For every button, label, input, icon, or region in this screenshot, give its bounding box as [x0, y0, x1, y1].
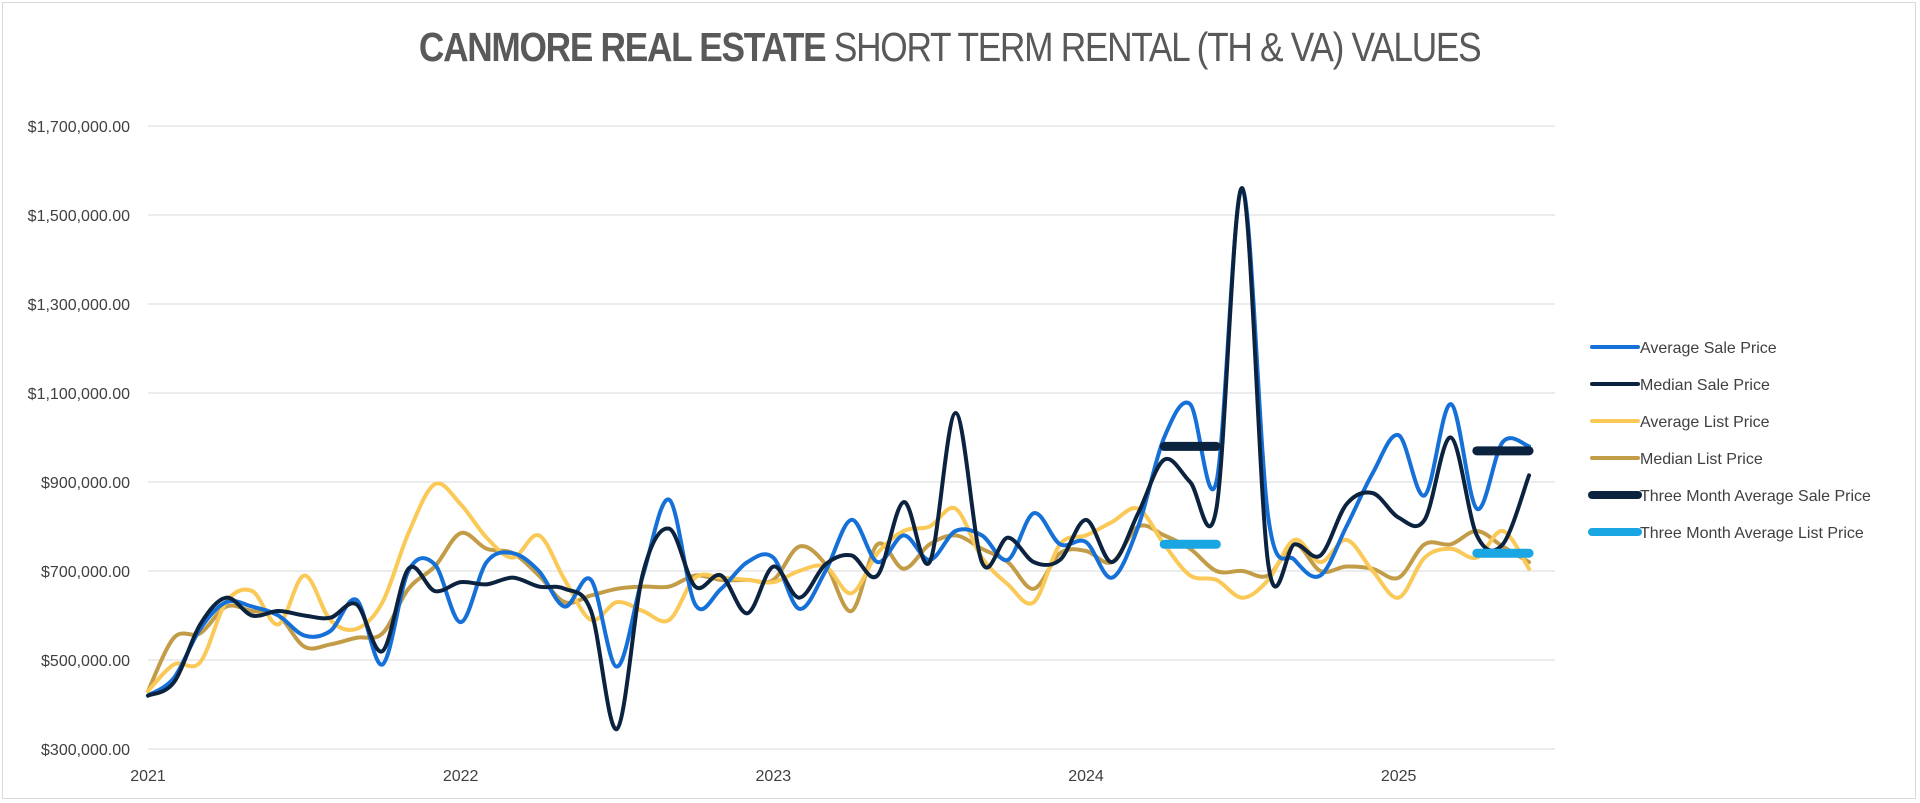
- series-line-median-sale-price: [146, 186, 1532, 731]
- y-tick-label: $1,500,000.00: [28, 208, 130, 225]
- chart-title-bold: CANMORE REAL ESTATE: [418, 24, 827, 70]
- y-tick-label: $1,700,000.00: [28, 119, 130, 136]
- y-tick-label: $300,000.00: [41, 742, 130, 759]
- legend-label-three-month-average-sale-price: Three Month Average Sale Price: [1640, 488, 1871, 505]
- legend-label-three-month-average-list-price: Three Month Average List Price: [1640, 525, 1864, 542]
- x-tick-label: 2024: [1068, 768, 1104, 785]
- legend-label-median-list-price: Median List Price: [1640, 451, 1763, 468]
- series-lines: [146, 186, 1534, 731]
- y-tick-label: $700,000.00: [41, 564, 130, 581]
- y-tick-label: $1,300,000.00: [28, 297, 130, 314]
- y-tick-label: $900,000.00: [41, 475, 130, 492]
- x-tick-label: 2023: [756, 768, 792, 785]
- chart-title: CANMORE REAL ESTATE SHORT TERM RENTAL (T…: [124, 24, 1775, 71]
- x-tick-label: 2021: [130, 768, 166, 785]
- x-tick-label: 2025: [1381, 768, 1417, 785]
- chart-title-rest: SHORT TERM RENTAL (TH & VA) VALUES: [833, 24, 1482, 70]
- y-axis: $300,000.00 $500,000.00 $700,000.00 $900,00…: [28, 119, 130, 759]
- gridlines: [148, 125, 1555, 750]
- x-tick-label: 2022: [443, 768, 479, 785]
- legend: Average Sale Price Median Sale Price Avera…: [1588, 340, 1871, 542]
- legend-label-median-sale-price: Median Sale Price: [1640, 377, 1770, 394]
- series-line-median-list-price: [146, 523, 1532, 694]
- series-line-average-list-price: [146, 481, 1532, 694]
- legend-label-average-sale-price: Average Sale Price: [1640, 340, 1777, 357]
- y-tick-label: $1,100,000.00: [28, 386, 130, 403]
- x-axis: 2021 2022 2023 2024 2025: [130, 768, 1416, 785]
- series-line-average-sale-price: [146, 186, 1532, 698]
- y-tick-label: $500,000.00: [41, 653, 130, 670]
- legend-label-average-list-price: Average List Price: [1640, 414, 1770, 431]
